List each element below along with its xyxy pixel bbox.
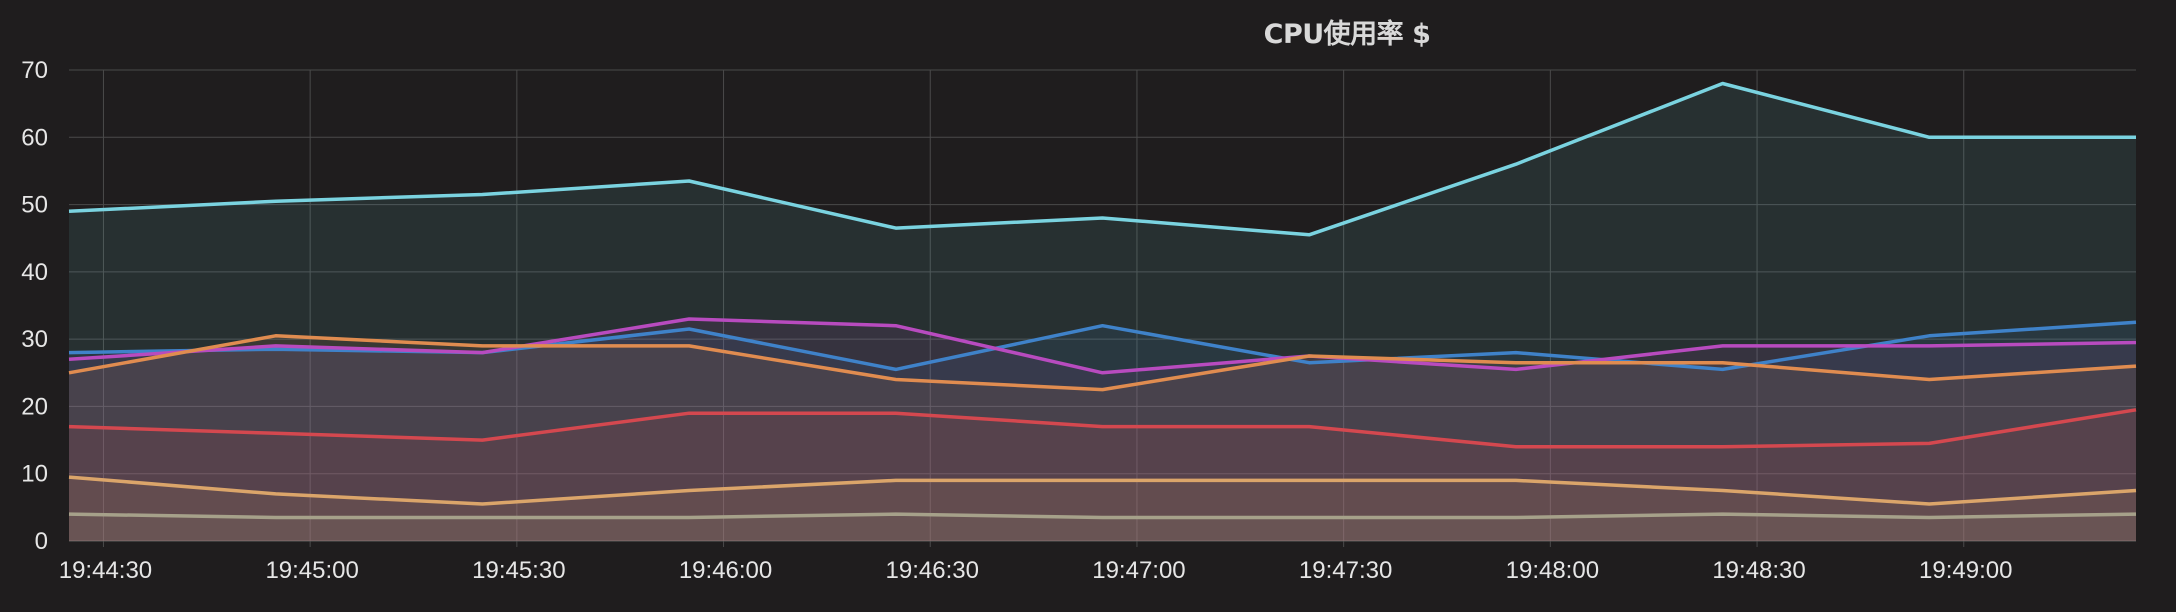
grid	[69, 69, 2136, 547]
x-tick-label: 19:48:00	[1506, 557, 1599, 584]
series-line-3[interactable]	[68, 334, 2137, 392]
panel-title[interactable]: CPU使用率 $	[1263, 19, 1431, 50]
y-tick-label: 70	[21, 57, 48, 84]
y-tick-label: 30	[21, 326, 48, 353]
series-line-6[interactable]	[68, 512, 2137, 520]
series-area-4	[69, 409, 2136, 541]
series-area-3	[69, 335, 2136, 541]
x-tick-label: 19:45:00	[265, 557, 358, 584]
y-tick-label: 60	[21, 124, 48, 151]
y-axis: 0 10 20 30 40 50 60 70	[21, 57, 48, 555]
y-tick-label: 10	[21, 461, 48, 488]
series-line-0[interactable]	[68, 81, 2136, 237]
y-tick-label: 40	[21, 259, 48, 286]
x-tick-label: 19:47:30	[1299, 557, 1392, 584]
series-area-6	[69, 514, 2136, 541]
x-axis: 19:44:30 19:45:00 19:45:30 19:46:00 19:46:30…	[59, 557, 2013, 584]
x-tick-label: 19:45:30	[472, 557, 565, 584]
x-tick-label: 19:49:00	[1919, 557, 2012, 584]
x-tick-label: 19:48:30	[1712, 557, 1805, 584]
area-fills	[69, 83, 2136, 541]
x-tick-label: 19:44:30	[59, 557, 152, 584]
x-tick-label: 19:46:30	[886, 557, 979, 584]
y-tick-label: 50	[21, 192, 48, 219]
y-tick-label: 20	[21, 393, 48, 420]
y-tick-label: 0	[35, 528, 48, 555]
series-line-5[interactable]	[68, 475, 2137, 506]
x-tick-label: 19:47:00	[1092, 557, 1185, 584]
series-line-2[interactable]	[68, 317, 2137, 375]
series-area-5	[69, 477, 2136, 541]
x-tick-label: 19:46:00	[679, 557, 772, 584]
series-lines	[68, 81, 2137, 520]
series-line-4[interactable]	[68, 408, 2137, 449]
